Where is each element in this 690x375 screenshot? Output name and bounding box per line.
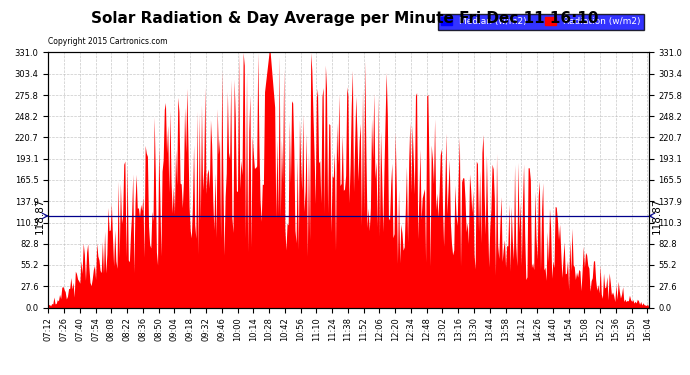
Text: Solar Radiation & Day Average per Minute Fri Dec 11 16:10: Solar Radiation & Day Average per Minute… [91, 11, 599, 26]
Text: 118.87: 118.87 [35, 198, 46, 234]
Text: 118.87: 118.87 [651, 198, 662, 234]
Legend: Median (w/m2), Radiation (w/m2): Median (w/m2), Radiation (w/m2) [437, 13, 644, 30]
Text: Copyright 2015 Cartronics.com: Copyright 2015 Cartronics.com [48, 38, 168, 46]
